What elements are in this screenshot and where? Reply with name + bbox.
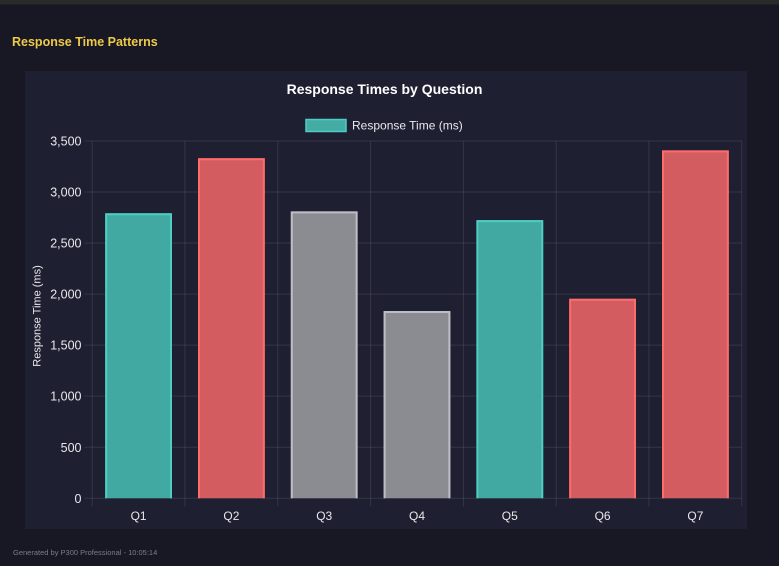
svg-text:Q1: Q1 [131, 509, 147, 523]
svg-text:2,500: 2,500 [50, 237, 81, 251]
svg-text:Q3: Q3 [316, 509, 332, 523]
svg-text:Q4: Q4 [409, 509, 425, 523]
svg-text:Q5: Q5 [502, 509, 518, 523]
svg-text:3,000: 3,000 [50, 186, 81, 200]
svg-text:Response Time (ms): Response Time (ms) [31, 265, 43, 366]
svg-text:1,500: 1,500 [50, 339, 81, 353]
svg-text:3,500: 3,500 [50, 135, 81, 149]
svg-text:500: 500 [61, 441, 82, 455]
svg-text:Q6: Q6 [595, 509, 611, 523]
svg-text:2,000: 2,000 [50, 288, 81, 302]
svg-text:Q7: Q7 [687, 509, 703, 523]
svg-text:1,000: 1,000 [50, 390, 81, 404]
svg-text:0: 0 [75, 492, 82, 506]
svg-text:Response Time (ms): Response Time (ms) [352, 119, 463, 133]
svg-text:Q2: Q2 [223, 509, 239, 523]
svg-text:Response Times by Question: Response Times by Question [287, 81, 483, 97]
